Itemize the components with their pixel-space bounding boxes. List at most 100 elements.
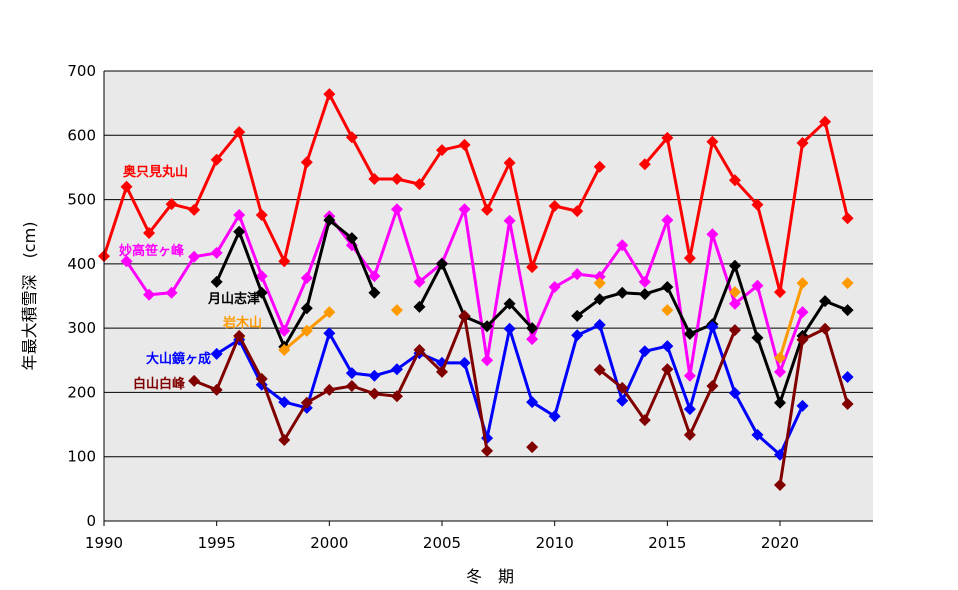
data-point <box>683 369 696 382</box>
data-point <box>458 138 471 151</box>
data-point <box>458 203 471 216</box>
series-label-myoko: 妙高笹ヶ峰 <box>119 243 185 259</box>
data-point <box>526 441 539 454</box>
data-point <box>188 203 201 216</box>
data-point <box>345 131 358 144</box>
data-point <box>390 173 403 185</box>
series-1 <box>120 203 809 382</box>
data-point <box>300 302 313 315</box>
data-point <box>819 115 832 128</box>
series-line <box>215 218 376 349</box>
x-tick-label: 2010 <box>536 534 574 552</box>
data-point <box>255 286 268 299</box>
data-point <box>210 383 223 396</box>
x-tick-label: 2000 <box>310 534 348 552</box>
data-point <box>413 344 426 356</box>
data-point <box>413 300 426 313</box>
data-point <box>548 281 561 293</box>
data-point <box>638 414 651 427</box>
data-point <box>683 252 696 265</box>
series-line <box>193 314 489 452</box>
y-tick-label: 0 <box>86 512 96 530</box>
data-point <box>323 88 336 101</box>
data-point <box>683 327 696 340</box>
data-point <box>481 354 494 367</box>
data-point <box>774 396 786 409</box>
data-point <box>300 396 313 409</box>
y-tick-label: 600 <box>67 126 96 144</box>
series-line <box>643 120 850 294</box>
data-point <box>841 398 854 410</box>
data-point <box>323 214 336 227</box>
data-point <box>593 270 606 283</box>
data-point <box>458 309 471 322</box>
data-point <box>165 286 178 299</box>
series-label-hakusan: 白山白峰 <box>133 376 186 392</box>
data-point <box>458 356 471 369</box>
data-point <box>638 158 651 171</box>
data-point <box>436 144 448 157</box>
y-axis-label: 年最大積雪深 (cm) <box>20 222 39 371</box>
data-point <box>774 351 786 364</box>
data-point <box>841 304 854 317</box>
data-point <box>661 363 674 376</box>
data-point <box>368 286 381 299</box>
data-point <box>638 275 651 288</box>
data-point <box>706 380 719 392</box>
data-point <box>143 288 156 301</box>
x-tick-label: 1990 <box>85 534 123 552</box>
data-point <box>571 309 584 322</box>
data-point <box>728 259 741 272</box>
data-point <box>796 277 809 290</box>
data-point <box>796 333 809 346</box>
series-label-okutadami: 奥只見丸山 <box>123 164 188 180</box>
data-point <box>706 135 719 148</box>
data-point <box>481 203 494 216</box>
data-point <box>345 367 358 380</box>
data-point <box>255 372 268 385</box>
data-point <box>774 286 786 299</box>
data-point <box>120 180 133 193</box>
data-point <box>751 198 764 211</box>
data-point <box>503 156 516 169</box>
data-point <box>796 306 809 319</box>
data-point <box>661 281 674 293</box>
y-tick-label: 700 <box>67 62 96 80</box>
series-label-gassan: 月山志津 <box>207 291 260 307</box>
series-3 <box>233 277 854 364</box>
data-point <box>390 203 403 216</box>
series-line <box>418 262 534 330</box>
data-point <box>616 286 629 299</box>
data-point <box>593 160 606 173</box>
data-point <box>796 399 809 412</box>
data-point <box>210 275 223 288</box>
data-point <box>548 200 561 212</box>
x-tick-label: 2015 <box>648 534 686 552</box>
data-point <box>526 333 539 346</box>
data-point <box>390 304 403 317</box>
data-point <box>774 479 786 491</box>
data-point <box>323 327 336 340</box>
data-point <box>751 428 764 441</box>
data-point <box>751 279 764 292</box>
data-point <box>188 374 201 387</box>
series-5 <box>188 309 854 491</box>
data-point <box>368 173 381 185</box>
data-point <box>593 363 606 376</box>
y-tick-label: 500 <box>67 191 96 209</box>
data-point <box>323 306 336 319</box>
y-tick-label: 400 <box>67 255 96 273</box>
x-axis-label: 冬 期 <box>466 567 514 586</box>
data-point <box>661 340 674 353</box>
data-point <box>526 322 539 335</box>
y-tick-label: 100 <box>67 448 96 466</box>
data-point <box>683 403 696 416</box>
data-point <box>616 381 629 394</box>
x-tick-label: 2005 <box>423 534 461 552</box>
data-point <box>278 434 291 446</box>
data-point <box>593 277 606 290</box>
data-point <box>503 297 516 310</box>
data-point <box>120 255 133 268</box>
series-label-iwaki: 岩木山 <box>222 315 262 331</box>
